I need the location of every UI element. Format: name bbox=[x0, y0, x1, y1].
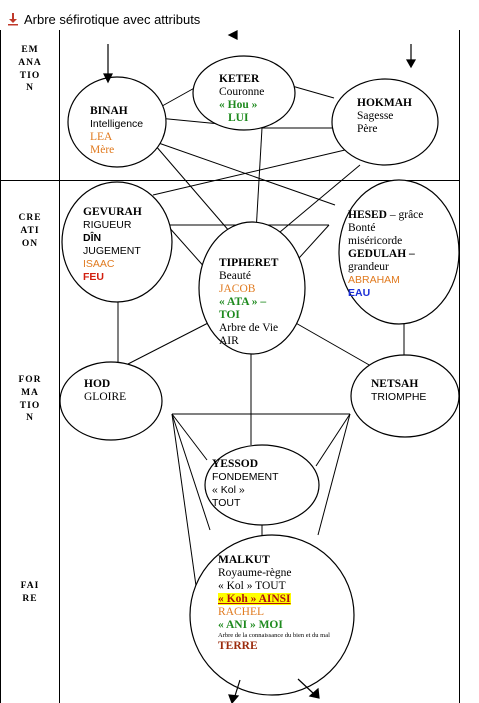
hesed-name-suffix: – grâce bbox=[387, 209, 424, 221]
malkut-attr-7: TERRE bbox=[218, 640, 258, 652]
malkut-attr-3: « Koh » AINSI bbox=[218, 593, 291, 605]
netsah-name: NETSAH bbox=[371, 378, 419, 390]
hod-attr-1: GLOIRE bbox=[84, 391, 127, 403]
arrow-hokmah-head bbox=[405, 59, 417, 69]
yessod-attr-3: TOUT bbox=[212, 497, 241, 509]
gevurah-text: GEVURAH RIGUEUR DÎN JUGEMENT ISAAC FEU bbox=[83, 206, 142, 284]
gevurah-attr-4: ISAAC bbox=[83, 258, 115, 270]
path-netsah-malkut bbox=[317, 413, 351, 536]
hod-name: HOD bbox=[84, 378, 111, 390]
hod-node bbox=[59, 361, 163, 441]
malkut-attr-1: Royaume-règne bbox=[218, 567, 292, 579]
path-hod-yessod bbox=[171, 413, 208, 461]
malkut-attr-4: RACHEL bbox=[218, 606, 264, 618]
download-arrow-icon bbox=[8, 13, 18, 26]
zone-label-faire: FAIRE bbox=[20, 581, 40, 604]
tiphereth-attr-6: AIR bbox=[219, 335, 239, 347]
yessod-attr-2: « Kol » bbox=[212, 484, 245, 496]
binah-name: BINAH bbox=[90, 105, 128, 117]
malkut-name: MALKUT bbox=[218, 554, 270, 566]
hesed-attr-4: grandeur bbox=[348, 261, 389, 273]
netsah-node bbox=[350, 354, 460, 438]
malkut-attr-5: « ANI » MOI bbox=[218, 619, 283, 631]
header: Arbre séfirotique avec attributs bbox=[6, 10, 200, 28]
gevurah-attr-1: RIGUEUR bbox=[83, 219, 132, 231]
path-hod-malkut bbox=[171, 413, 199, 601]
path-keter-tiphereth bbox=[255, 127, 263, 233]
tiphereth-name: TIPHERET bbox=[219, 257, 279, 269]
yessod-attr-1: FONDEMENT bbox=[212, 471, 279, 483]
path-hod-yessod-2 bbox=[171, 413, 211, 531]
hokmah-attr-1: Sagesse bbox=[357, 110, 394, 122]
arrow-malkut-left-head bbox=[228, 694, 240, 703]
arrow-malkut-right bbox=[297, 678, 315, 695]
diagram-title: Arbre séfirotique avec attributs bbox=[24, 11, 201, 27]
tiphereth-attr-4: TOI bbox=[219, 309, 240, 321]
hesed-node bbox=[338, 179, 460, 325]
path-binah-tiphereth bbox=[154, 144, 231, 233]
arrow-top-left-head bbox=[227, 30, 238, 40]
malkut-text: MALKUT Royaume-règne « Kol » TOUT « Koh … bbox=[218, 554, 348, 653]
yessod-node bbox=[204, 444, 320, 526]
zone-label-formation: FORMATION bbox=[18, 375, 42, 424]
keter-attr-3: LUI bbox=[228, 112, 249, 124]
netsah-text: NETSAH TRIOMPHE bbox=[371, 378, 426, 404]
path-hokmah-tiphereth bbox=[279, 164, 361, 233]
path-gevurah-tiphereth bbox=[166, 224, 208, 271]
keter-attr-2: « Hou » bbox=[219, 99, 258, 111]
hesed-attr-2: miséricorde bbox=[348, 235, 403, 247]
hesed-text: HESED – grâce Bonté miséricorde GEDULAH … bbox=[348, 209, 423, 300]
keter-name: KETER bbox=[219, 73, 260, 85]
paths-group bbox=[117, 85, 405, 601]
gevurah-attr-2: DÎN bbox=[83, 232, 102, 244]
keter-attr-1: Couronne bbox=[219, 86, 265, 98]
tiphereth-attr-5: Arbre de Vie bbox=[219, 322, 279, 334]
binah-attr-3: Mère bbox=[90, 144, 115, 156]
binah-text: BINAH Intelligence LEA Mère bbox=[90, 105, 143, 157]
gevurah-attr-3: JUGEMENT bbox=[83, 245, 141, 257]
hesed-attr-5: ABRAHAM bbox=[348, 274, 400, 286]
binah-attr-1: Intelligence bbox=[90, 118, 144, 130]
tiphereth-text: TIPHERET Beauté JACOB « ATA » – TOI Arbr… bbox=[219, 257, 278, 348]
yessod-name: YESSOD bbox=[212, 458, 259, 470]
gevurah-name: GEVURAH bbox=[83, 206, 142, 218]
binah-attr-2: LEA bbox=[90, 131, 113, 143]
hesed-name: HESED bbox=[348, 209, 387, 221]
arrow-malkut-right-head bbox=[308, 687, 320, 699]
malkut-attr-6: Arbre de la connaissance du bien et du m… bbox=[218, 632, 330, 639]
path-binah-hesed bbox=[149, 139, 336, 206]
tiphereth-attr-3: « ATA » – bbox=[219, 296, 267, 308]
path-keter-hokmah bbox=[291, 85, 335, 99]
malkut-attr-2: « Kol » TOUT bbox=[218, 580, 286, 592]
hesed-attr-3: GEDULAH – bbox=[348, 248, 415, 260]
keter-text: KETER Couronne « Hou » LUI bbox=[219, 73, 264, 125]
zone-label-emanation: EMANATION bbox=[18, 45, 42, 94]
gevurah-node bbox=[61, 181, 173, 303]
path-tiphereth-netsah bbox=[293, 321, 379, 371]
path-tiphereth-hod bbox=[127, 321, 211, 365]
binah-node bbox=[67, 76, 167, 168]
hokmah-text: HOKMAH Sagesse Père bbox=[357, 97, 412, 136]
arrow-binah-head bbox=[103, 73, 113, 84]
path-hokmah-gevurah bbox=[152, 149, 346, 196]
tiphereth-node bbox=[198, 221, 306, 355]
path-netsah-yessod bbox=[315, 413, 351, 467]
malkut-node bbox=[189, 534, 355, 696]
hokmah-attr-2: Père bbox=[357, 123, 378, 135]
netsah-attr-1: TRIOMPHE bbox=[371, 391, 427, 403]
tiphereth-attr-1: Beauté bbox=[219, 270, 251, 282]
hokmah-name: HOKMAH bbox=[357, 97, 412, 109]
keter-node bbox=[192, 55, 296, 131]
zone-label-creation: CREATION bbox=[18, 213, 42, 249]
tiphereth-attr-2: JACOB bbox=[219, 283, 256, 295]
yessod-text: YESSOD FONDEMENT « Kol » TOUT bbox=[212, 458, 279, 510]
hesed-attr-6: EAU bbox=[348, 287, 371, 299]
hesed-attr-1: Bonté bbox=[348, 222, 376, 234]
hokmah-node bbox=[331, 78, 439, 166]
gevurah-attr-5: FEU bbox=[83, 271, 104, 283]
hod-text: HOD GLOIRE bbox=[84, 378, 126, 404]
